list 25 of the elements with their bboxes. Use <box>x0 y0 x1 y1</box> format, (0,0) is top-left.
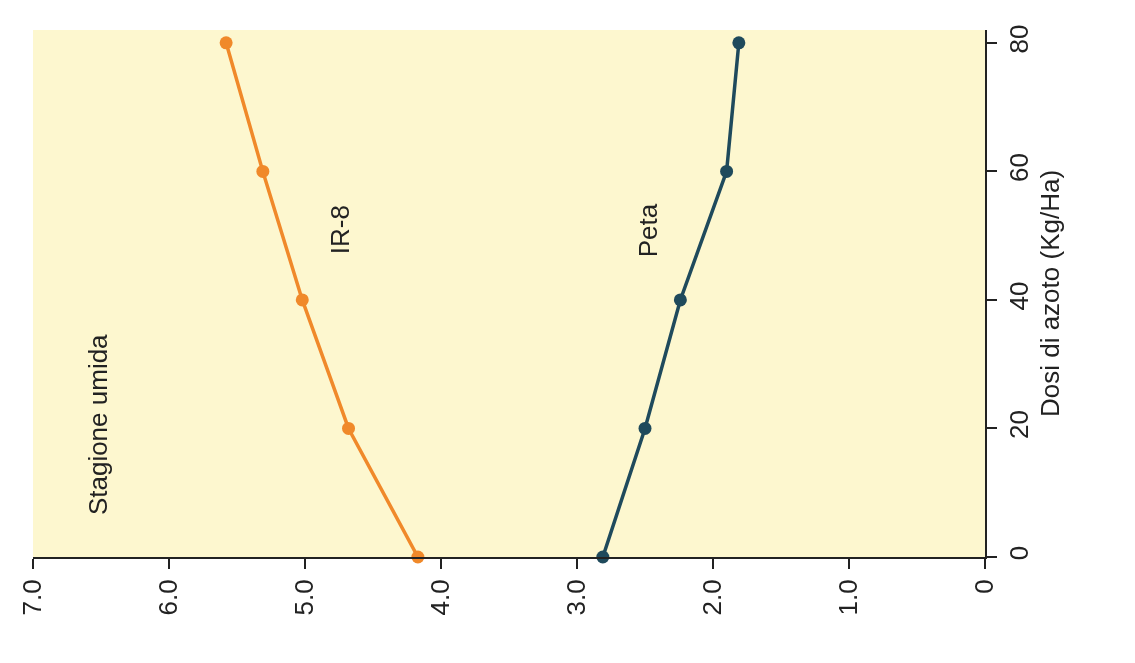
y-tick-label: 80 <box>1004 24 1035 54</box>
y-tick-label: 60 <box>1004 153 1035 182</box>
annotation: Stagione umida <box>83 333 114 516</box>
x-tick-label: 1.0 <box>833 579 864 616</box>
point <box>256 164 270 178</box>
y-tick-label: 20 <box>1004 410 1035 440</box>
x-tick-label: 7.0 <box>17 579 48 616</box>
x-tick-label: 2.0 <box>697 579 728 616</box>
point <box>638 421 652 435</box>
y-tick-label: 40 <box>1004 281 1035 311</box>
point <box>720 164 734 178</box>
point <box>732 36 746 50</box>
x-tick-label: 3.0 <box>561 579 592 616</box>
x-tick-label: 5.0 <box>289 579 320 616</box>
y-axis-title: Dosi di azoto (Kg/Ha) <box>1035 169 1066 418</box>
point <box>342 421 356 435</box>
point <box>673 293 687 307</box>
x-tick-label: 6.0 <box>153 579 184 616</box>
x-tick-label: 0 <box>969 579 1000 594</box>
y-tick-label: 0 <box>1004 545 1035 561</box>
point <box>295 293 309 307</box>
point <box>219 36 233 50</box>
text: Peta <box>633 203 664 258</box>
x-tick-label: 4.0 <box>425 579 456 616</box>
text: IR-8 <box>325 205 356 255</box>
